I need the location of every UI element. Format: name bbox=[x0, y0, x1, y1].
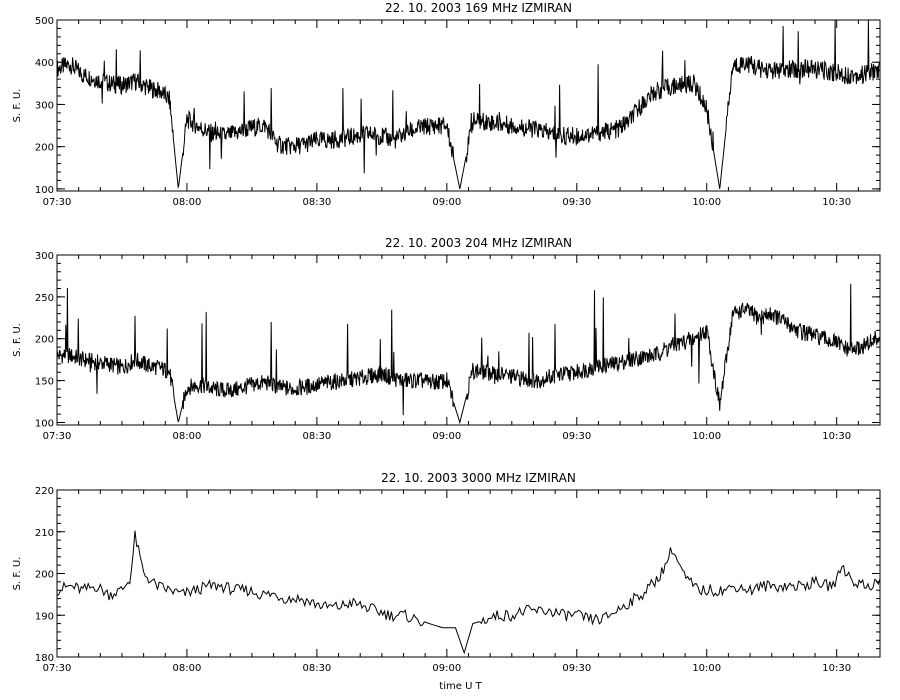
y-tick-label: 300 bbox=[35, 251, 54, 262]
plot-frame bbox=[56, 489, 881, 658]
y-tick-label: 300 bbox=[35, 100, 54, 111]
plot-frame bbox=[56, 19, 881, 192]
x-tick-label: 08:30 bbox=[302, 197, 331, 208]
chart-title: 22. 10. 2003 169 MHz IZMIRAN bbox=[385, 1, 572, 15]
x-tick-label: 10:30 bbox=[822, 663, 851, 674]
x-tick-label: 09:30 bbox=[562, 197, 591, 208]
x-tick-label: 09:30 bbox=[562, 431, 591, 442]
y-tick-label: 180 bbox=[35, 653, 54, 664]
x-tick-label: 10:30 bbox=[822, 197, 851, 208]
plot-frame bbox=[56, 254, 881, 426]
series-line bbox=[56, 19, 880, 190]
x-tick-label: 08:00 bbox=[173, 663, 202, 674]
y-tick-label: 220 bbox=[35, 486, 54, 497]
y-tick-label: 400 bbox=[35, 58, 54, 69]
x-tick-label: 07:30 bbox=[43, 197, 72, 208]
y-tick-label: 150 bbox=[35, 377, 54, 388]
chart-title: 22. 10. 2003 204 MHz IZMIRAN bbox=[385, 236, 572, 250]
x-tick-label: 09:00 bbox=[432, 663, 461, 674]
y-tick-label: 200 bbox=[35, 335, 54, 346]
x-tick-label: 07:30 bbox=[43, 431, 72, 442]
x-tick-label: 10:30 bbox=[822, 431, 851, 442]
y-tick-label: 100 bbox=[35, 185, 54, 196]
x-tick-label: 09:00 bbox=[432, 197, 461, 208]
y-tick-label: 100 bbox=[35, 418, 54, 429]
x-tick-label: 09:30 bbox=[562, 663, 591, 674]
x-tick-label: 09:00 bbox=[432, 431, 461, 442]
x-axis-label: time U T bbox=[439, 681, 482, 692]
y-tick-label: 200 bbox=[35, 570, 54, 581]
series-line bbox=[56, 530, 881, 655]
x-tick-label: 07:30 bbox=[43, 663, 72, 674]
x-tick-label: 08:30 bbox=[302, 431, 331, 442]
x-tick-label: 08:00 bbox=[173, 431, 202, 442]
y-axis-label: S. F. U. bbox=[12, 323, 23, 357]
chart-panel-3: 22. 10. 2003 3000 MHz IZMIRAN S. F. U. 07:… bbox=[12, 471, 881, 692]
x-tick-label: 08:30 bbox=[302, 663, 331, 674]
y-tick-label: 500 bbox=[35, 16, 54, 27]
y-axis-label: S. F. U. bbox=[12, 89, 23, 123]
y-tick-label: 250 bbox=[35, 293, 54, 304]
y-tick-label: 190 bbox=[35, 611, 54, 622]
chart-panel-1: 22. 10. 2003 169 MHz IZMIRAN S. F. U. 07:3… bbox=[12, 1, 881, 208]
x-tick-label: 10:00 bbox=[692, 431, 721, 442]
y-tick-label: 210 bbox=[35, 528, 54, 539]
series-line bbox=[56, 283, 881, 425]
y-tick-label: 200 bbox=[35, 143, 54, 154]
chart-panel-2: 22. 10. 2003 204 MHz IZMIRAN S. F. U. 07:3… bbox=[12, 236, 881, 442]
y-axis-label: S. F. U. bbox=[12, 557, 23, 591]
x-tick-label: 10:00 bbox=[692, 663, 721, 674]
chart-title: 22. 10. 2003 3000 MHz IZMIRAN bbox=[381, 471, 576, 485]
x-tick-label: 10:00 bbox=[692, 197, 721, 208]
x-tick-label: 08:00 bbox=[173, 197, 202, 208]
